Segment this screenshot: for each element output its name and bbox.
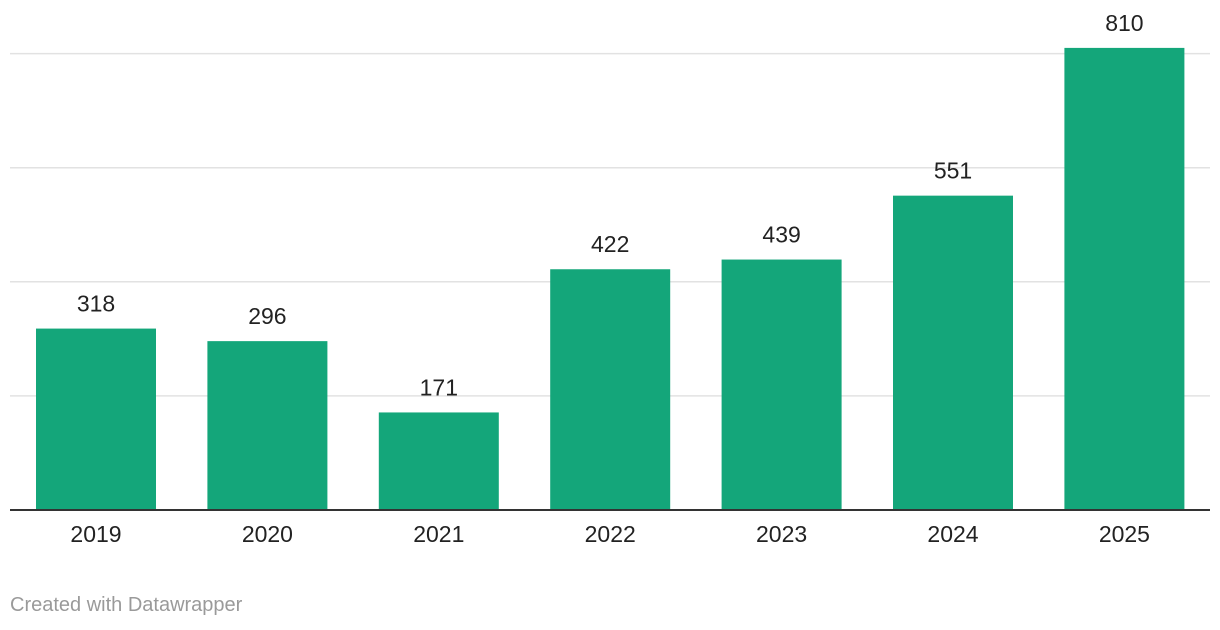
bar-2025 bbox=[1064, 47, 1185, 511]
bar-2024 bbox=[893, 195, 1013, 511]
bar-2023 bbox=[721, 259, 842, 510]
bar-value-label-2020: 296 bbox=[248, 303, 286, 329]
bar-2021 bbox=[378, 412, 499, 510]
credit-text: Created with Datawrapper bbox=[10, 594, 243, 616]
bar-value-label-2024: 551 bbox=[934, 158, 972, 184]
bar-value-label-2023: 439 bbox=[762, 222, 800, 248]
x-tick-label-2022: 2022 bbox=[585, 521, 636, 547]
x-tick-label-2024: 2024 bbox=[927, 521, 978, 547]
bar-value-label-2025: 810 bbox=[1105, 10, 1143, 36]
bar-value-label-2022: 422 bbox=[591, 231, 629, 257]
bar-2020 bbox=[207, 341, 328, 510]
bar-value-label-2021: 171 bbox=[420, 374, 458, 400]
x-tick-label-2020: 2020 bbox=[242, 521, 293, 547]
bar-value-label-2019: 318 bbox=[77, 291, 115, 317]
x-axis-tick-labels: 2019 2020 2021 2022 2023 2024 2025 bbox=[70, 521, 1150, 547]
bars bbox=[36, 47, 1185, 511]
x-tick-label-2023: 2023 bbox=[756, 521, 807, 547]
x-tick-label-2021: 2021 bbox=[413, 521, 464, 547]
bar-2022 bbox=[550, 269, 671, 510]
bar-value-labels: 318 296 171 422 439 551 810 bbox=[77, 10, 1144, 401]
x-tick-label-2025: 2025 bbox=[1099, 521, 1150, 547]
bar-2019 bbox=[36, 328, 156, 510]
x-tick-label-2019: 2019 bbox=[70, 521, 121, 547]
